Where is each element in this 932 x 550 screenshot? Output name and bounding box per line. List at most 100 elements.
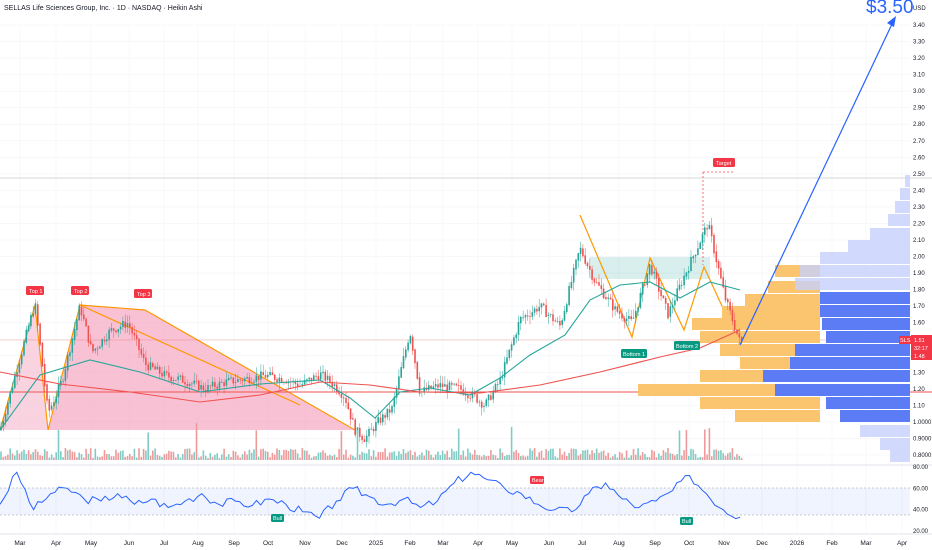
volume-bar (478, 455, 481, 460)
candle-body (639, 292, 642, 308)
candle-body (570, 281, 573, 288)
volume-bar (432, 457, 435, 460)
candle-body (349, 408, 352, 420)
candle-body (11, 387, 14, 393)
volume-bar (347, 457, 350, 460)
volume-bar (430, 454, 432, 460)
volume-bar (474, 449, 476, 460)
volume-bar (522, 455, 524, 460)
volume-bar (287, 450, 290, 460)
volume-bar (480, 456, 483, 460)
candle-body (524, 315, 527, 318)
rsi-axis: 80.00 60.00 40.00 20.00 (913, 465, 929, 535)
x-tick-label: 2025 (369, 540, 384, 547)
candle-body (179, 375, 182, 377)
volume-bar (214, 454, 216, 460)
candle-body (211, 381, 214, 387)
volume-bar (646, 457, 649, 460)
volume-bar (253, 449, 255, 460)
volume-bar (92, 457, 94, 460)
candle-body (692, 256, 695, 259)
volume-bar (499, 448, 501, 460)
volume-bar (368, 449, 370, 460)
vp-bar-light (895, 201, 910, 213)
candle-body (365, 435, 368, 442)
volume-bar (278, 449, 281, 460)
candle-body (409, 335, 412, 344)
vp-bar-blue (820, 305, 910, 317)
x-tick-label: Mar (14, 540, 26, 547)
volume-bar (103, 450, 106, 460)
candle-body (165, 371, 168, 373)
volume-bar (536, 456, 538, 460)
candle-body (411, 336, 414, 351)
candle-body (375, 422, 377, 431)
candle-body (69, 352, 71, 357)
time-axis[interactable]: Mar Apr May Jun Jul Aug Sep Oct Nov Dec 2025 Feb Mar… (14, 540, 907, 547)
candle-body (632, 317, 635, 319)
volume-bar (269, 457, 271, 460)
volume-bar (115, 449, 117, 460)
volume-bar (308, 454, 310, 460)
candle-body (267, 374, 269, 378)
volume-bar (313, 456, 315, 460)
vp-bar-light (905, 175, 910, 187)
volume-bar (64, 448, 67, 460)
volume-bar (163, 454, 166, 460)
candle-body (99, 346, 101, 349)
candle-body (133, 332, 136, 336)
volume-bar (648, 457, 651, 460)
volume-bar (80, 454, 83, 460)
volume-bar (382, 452, 384, 460)
y-tick-label: 0.8000 (913, 453, 932, 459)
volume-bar (76, 457, 78, 460)
candle-body (186, 384, 189, 387)
candle-body (593, 278, 596, 283)
volume-bar (244, 451, 246, 460)
volume-bar (14, 455, 16, 460)
candle-body (713, 235, 715, 254)
volume-bar (421, 452, 423, 460)
volume-bar (39, 455, 41, 460)
candle-body (198, 380, 200, 391)
svg-text:Bull: Bull (273, 516, 282, 522)
candles (0, 217, 743, 448)
volume-bar (158, 455, 161, 460)
volume-bar (230, 456, 232, 460)
volume-bar (621, 453, 623, 460)
y-tick-label: 2.70 (913, 139, 925, 145)
candle-body (172, 380, 175, 381)
volume-bar (20, 451, 23, 460)
volume-bar (563, 451, 566, 460)
volume-bar (46, 451, 48, 460)
candle-body (336, 384, 338, 392)
volume-bar (234, 451, 237, 460)
candle-body (609, 297, 612, 300)
volume-bar (687, 455, 690, 460)
vp-bar-blue (826, 331, 910, 343)
volume-bar (584, 450, 586, 460)
candle-body (43, 364, 46, 387)
candle-body (607, 297, 609, 299)
volume-bar (655, 457, 658, 460)
volume-bar (149, 455, 152, 460)
candle-body (142, 353, 145, 359)
candle-body (526, 315, 529, 317)
candle-body (497, 384, 499, 385)
candle-body (464, 394, 467, 396)
vp-bar-blue (826, 397, 910, 409)
volume-bar (637, 448, 639, 460)
vp-bar-light (890, 450, 910, 462)
candle-body (168, 372, 170, 378)
volume-bar (455, 451, 458, 460)
volume-bar (4, 456, 7, 460)
candle-body (218, 381, 221, 389)
candle-body (363, 439, 366, 443)
target-price: $3.50 (866, 0, 914, 18)
volume-bar (179, 457, 182, 460)
candle-body (635, 310, 637, 318)
candle-body (561, 320, 563, 326)
candle-body (202, 385, 205, 391)
volume-bar (690, 448, 692, 460)
